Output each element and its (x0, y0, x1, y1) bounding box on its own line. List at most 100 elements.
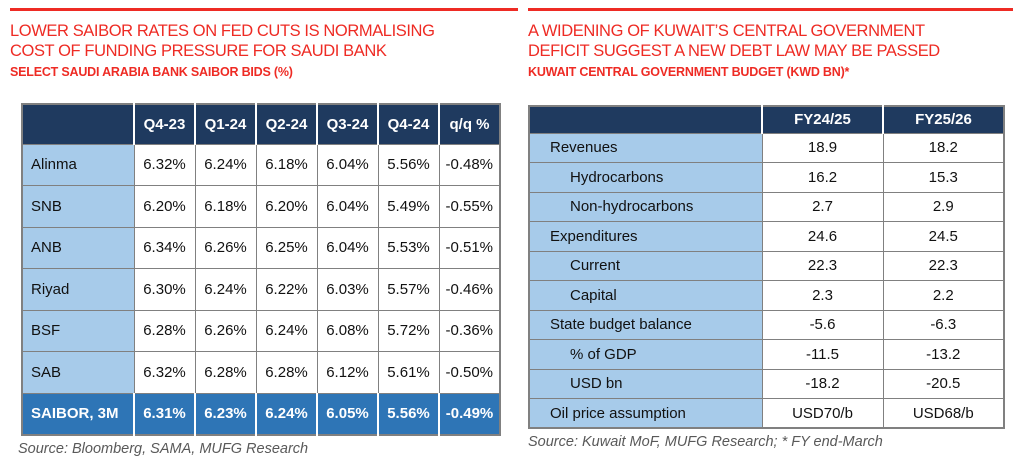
saudi-saibor-panel: LOWER SAIBOR RATES ON FED CUTS IS NORMAL… (10, 0, 518, 457)
panel-title-line2: COST OF FUNDING PRESSURE FOR SAUDI BANK (10, 42, 387, 60)
row-label: ANB (21, 226, 135, 269)
panel-title: A WIDENING OF KUWAIT’S CENTRAL GOVERNMEN… (528, 21, 1013, 61)
value-cell: 6.24% (194, 143, 257, 186)
table-row: Current 22.3 22.3 (528, 250, 1005, 281)
value-cell: 6.18% (255, 143, 318, 186)
table-row: % of GDP -11.5 -13.2 (528, 339, 1005, 370)
value-cell: 5.53% (377, 226, 440, 269)
value-cell: 5.56% (377, 392, 440, 435)
row-label: Current (528, 250, 763, 281)
row-label: SAIBOR, 3M (21, 392, 135, 435)
table-row: Oil price assumption USD70/b USD68/b (528, 398, 1005, 429)
red-divider (10, 8, 518, 11)
value-cell: 15.3 (882, 162, 1005, 193)
row-label: Hydrocarbons (528, 162, 763, 193)
value-cell: -0.55% (438, 185, 501, 228)
value-cell: USD70/b (761, 398, 884, 429)
value-cell: 6.28% (133, 309, 196, 352)
value-cell: 6.04% (316, 143, 379, 186)
column-header: Q2-24 (255, 103, 318, 145)
value-cell: -0.46% (438, 268, 501, 311)
value-cell: 18.9 (761, 132, 884, 163)
value-cell: USD68/b (882, 398, 1005, 429)
column-header: Q4-24 (377, 103, 440, 145)
column-header: FY25/26 (882, 105, 1005, 134)
value-cell: 5.61% (377, 351, 440, 394)
value-cell: 2.9 (882, 191, 1005, 222)
row-label: SAB (21, 351, 135, 394)
value-cell: -0.48% (438, 143, 501, 186)
panel-subtitle: KUWAIT CENTRAL GOVERNMENT BUDGET (KWD BN… (528, 65, 850, 79)
value-cell: 6.25% (255, 226, 318, 269)
kuwait-budget-panel: A WIDENING OF KUWAIT’S CENTRAL GOVERNMEN… (528, 0, 1013, 450)
value-cell: 6.24% (194, 268, 257, 311)
panel-title-line1: LOWER SAIBOR RATES ON FED CUTS IS NORMAL… (10, 22, 435, 40)
row-label: Capital (528, 280, 763, 311)
value-cell: -13.2 (882, 339, 1005, 370)
value-cell: 6.32% (133, 351, 196, 394)
value-cell: 6.28% (194, 351, 257, 394)
value-cell: 24.5 (882, 221, 1005, 252)
value-cell: 6.12% (316, 351, 379, 394)
value-cell: 2.3 (761, 280, 884, 311)
table-row: Riyad 6.30% 6.24% 6.22% 6.03% 5.57% -0.46% (21, 268, 501, 311)
source-note: Source: Kuwait MoF, MUFG Research; * FY … (528, 434, 883, 450)
value-cell: -0.36% (438, 309, 501, 352)
value-cell: 2.7 (761, 191, 884, 222)
table-row: Revenues 18.9 18.2 (528, 132, 1005, 163)
table-row: Capital 2.3 2.2 (528, 280, 1005, 311)
value-cell: 6.20% (255, 185, 318, 228)
value-cell: 6.34% (133, 226, 196, 269)
value-cell: -5.6 (761, 309, 884, 340)
value-cell: 16.2 (761, 162, 884, 193)
value-cell: 6.20% (133, 185, 196, 228)
row-label: BSF (21, 309, 135, 352)
header-row: FY24/25 FY25/26 (528, 105, 1005, 134)
source-note: Source: Bloomberg, SAMA, MUFG Research (18, 440, 309, 457)
value-cell: 6.28% (255, 351, 318, 394)
value-cell: 6.18% (194, 185, 257, 228)
row-label: Riyad (21, 268, 135, 311)
table-row: BSF 6.28% 6.26% 6.24% 6.08% 5.72% -0.36% (21, 309, 501, 352)
table-row: Alinma 6.32% 6.24% 6.18% 6.04% 5.56% -0.48% (21, 143, 501, 186)
table-row: SNB 6.20% 6.18% 6.20% 6.04% 5.49% -0.55% (21, 185, 501, 228)
row-label: Non-hydrocarbons (528, 191, 763, 222)
value-cell: 5.56% (377, 143, 440, 186)
value-cell: 6.03% (316, 268, 379, 311)
value-cell: 6.04% (316, 185, 379, 228)
value-cell: 6.04% (316, 226, 379, 269)
value-cell: 24.6 (761, 221, 884, 252)
column-header (21, 103, 135, 145)
column-header: Q1-24 (194, 103, 257, 145)
kuwait-budget-table: FY24/25 FY25/26 Revenues 18.9 18.2 Hydrocarbo… (528, 105, 1005, 429)
column-header: Q3-24 (316, 103, 379, 145)
column-header: FY24/25 (761, 105, 884, 134)
value-cell: 6.26% (194, 309, 257, 352)
value-cell: 5.57% (377, 268, 440, 311)
value-cell: 6.32% (133, 143, 196, 186)
value-cell: 6.08% (316, 309, 379, 352)
value-cell: 18.2 (882, 132, 1005, 163)
value-cell: 6.24% (255, 392, 318, 435)
value-cell: 5.72% (377, 309, 440, 352)
value-cell: -11.5 (761, 339, 884, 370)
footer-row: SAIBOR, 3M 6.31% 6.23% 6.24% 6.05% 5.56% -0.49… (21, 392, 501, 435)
value-cell: -0.50% (438, 351, 501, 394)
value-cell: 6.31% (133, 392, 196, 435)
value-cell: 22.3 (882, 250, 1005, 281)
row-label: State budget balance (528, 309, 763, 340)
row-label: Oil price assumption (528, 398, 763, 429)
value-cell: 5.49% (377, 185, 440, 228)
table-row: USD bn -18.2 -20.5 (528, 368, 1005, 399)
value-cell: 6.22% (255, 268, 318, 311)
panel-title-line1: A WIDENING OF KUWAIT’S CENTRAL GOVERNMEN… (528, 22, 925, 40)
value-cell: 6.05% (316, 392, 379, 435)
panel-title: LOWER SAIBOR RATES ON FED CUTS IS NORMAL… (10, 21, 518, 61)
row-label: % of GDP (528, 339, 763, 370)
value-cell: -6.3 (882, 309, 1005, 340)
header-row: Q4-23 Q1-24 Q2-24 Q3-24 Q4-24 q/q % (21, 103, 501, 145)
value-cell: 22.3 (761, 250, 884, 281)
panel-subtitle: SELECT SAUDI ARABIA BANK SAIBOR BIDS (%) (10, 65, 293, 79)
value-cell: 6.30% (133, 268, 196, 311)
panel-title-line2: DEFICIT SUGGEST A NEW DEBT LAW MAY BE PA… (528, 42, 940, 60)
